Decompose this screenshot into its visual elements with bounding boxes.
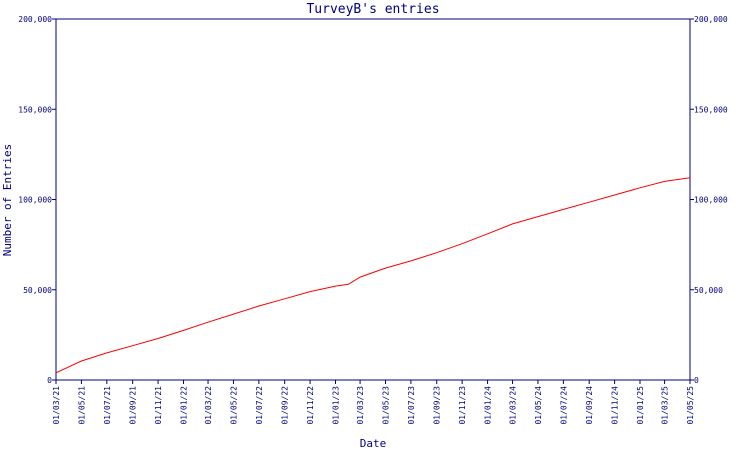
x-tick-label: 01/05/22: [229, 386, 238, 425]
x-tick-label: 01/09/21: [129, 386, 138, 425]
x-tick-label: 01/03/25: [661, 386, 670, 425]
x-tick-label: 01/05/25: [686, 386, 695, 425]
x-tick-label: 01/07/22: [255, 386, 264, 425]
x-tick-label: 01/09/22: [281, 386, 290, 425]
y-tick-label-right: 50,000: [694, 286, 723, 295]
y-axis-left: 0 50,000 100,000 150,000 200,000: [18, 15, 56, 385]
chart-title: TurveyB's entries: [306, 2, 439, 17]
y-tick-label-left: 50,000: [23, 286, 52, 295]
y-tick-label-right: 150,000: [694, 105, 728, 114]
x-tick-label: 01/01/25: [636, 386, 645, 425]
x-tick-label: 01/01/23: [332, 386, 341, 425]
x-tick-label: 01/01/24: [484, 386, 493, 425]
x-tick-label: 01/03/23: [356, 386, 365, 425]
x-tick-label: 01/11/21: [154, 386, 163, 425]
x-tick-label: 01/05/24: [534, 386, 543, 425]
x-axis: 01/03/21 01/05/21 01/07/21 01/09/21 01/11/21…: [52, 380, 695, 425]
y-tick-label-left: 0: [47, 376, 52, 385]
y-tick-label-left: 100,000: [18, 196, 52, 205]
x-tick-label: 01/01/22: [179, 386, 188, 425]
x-tick-label: 01/09/24: [585, 386, 594, 425]
y-tick-label-left: 150,000: [18, 105, 52, 114]
x-tick-label: 01/03/21: [52, 386, 61, 425]
y-axis-title: Number of Entries: [1, 144, 14, 257]
series-line: [55, 177, 691, 374]
x-tick-label: 01/09/23: [433, 386, 442, 425]
y-tick-label-right: 0: [694, 376, 699, 385]
x-tick-label: 01/11/22: [306, 386, 315, 425]
x-tick-label: 01/07/23: [407, 386, 416, 425]
y-axis-right: 0 50,000 100,000 150,000 200,000: [690, 15, 728, 385]
y-tick-label-left: 200,000: [18, 15, 52, 24]
y-tick-label-right: 100,000: [694, 196, 728, 205]
x-tick-label: 01/05/21: [77, 386, 86, 425]
x-tick-label: 01/11/23: [458, 386, 467, 425]
x-tick-label: 01/07/24: [559, 386, 568, 425]
x-tick-label: 01/03/24: [509, 386, 518, 425]
x-tick-label: 01/03/22: [204, 386, 213, 425]
x-axis-title: Date: [360, 437, 387, 450]
y-tick-label-right: 200,000: [694, 15, 728, 24]
x-tick-label: 01/07/21: [103, 386, 112, 425]
x-tick-label: 01/05/23: [381, 386, 390, 425]
x-tick-label: 01/11/24: [611, 386, 620, 425]
